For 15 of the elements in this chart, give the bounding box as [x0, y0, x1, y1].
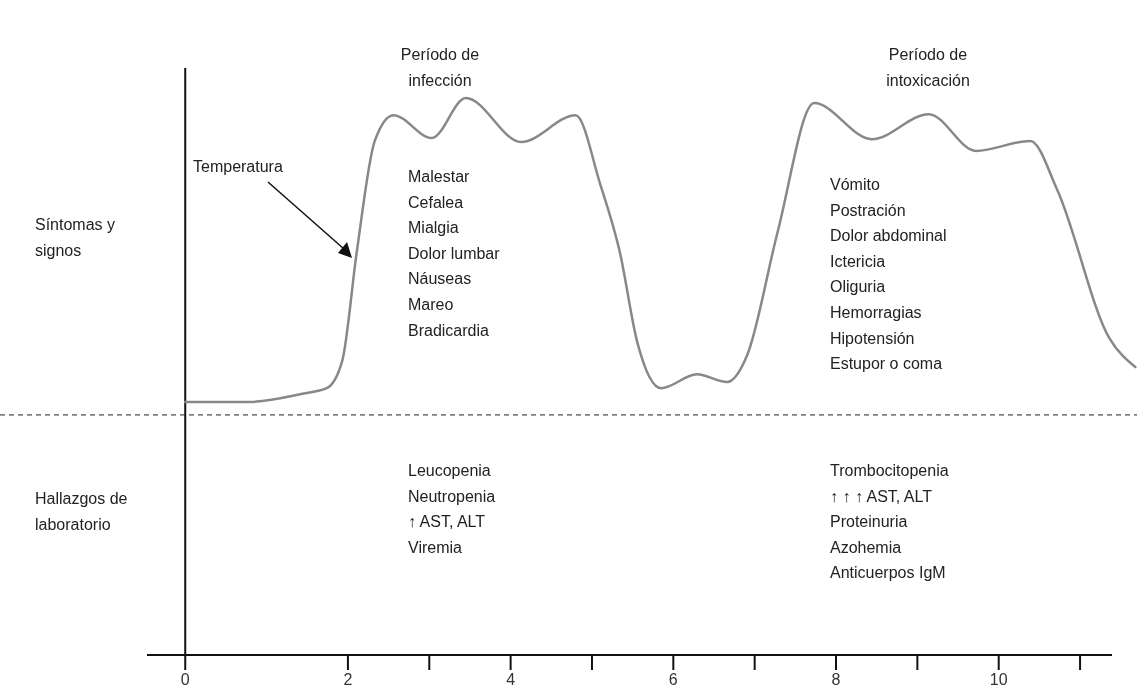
- annotation: Leucopenia Neutropenia ↑ AST, ALT Viremia: [408, 462, 496, 556]
- x-tick-label: 4: [506, 671, 516, 688]
- x-tick-label: 6: [668, 671, 678, 688]
- x-tick-label: 2: [343, 671, 353, 688]
- annotation: Malestar Cefalea Mialgia Dolor lumbar Náuseas Mareo Bradicardia: [408, 168, 501, 339]
- text: Período de intoxicación: [886, 46, 970, 89]
- text: Período de infección: [400, 46, 480, 89]
- x-tick-label: 0: [180, 671, 190, 688]
- x-tick-label: 8: [831, 671, 841, 688]
- x-tick-label: 10: [989, 671, 1008, 688]
- annotation: Trombocitopenia ↑ ↑ ↑ AST, ALT Proteinuria Azohemia Anticuerpos IgM: [830, 462, 949, 582]
- text: Hallazgos de laboratorio: [35, 490, 128, 533]
- text: Síntomas y signos: [35, 216, 116, 259]
- annotation: Vómito Postración Dolor abdominal Ictericia Oliguria Hemorragias Hipotensión Estupor o coma: [830, 176, 947, 373]
- annotation: Temperatura: [193, 158, 283, 175]
